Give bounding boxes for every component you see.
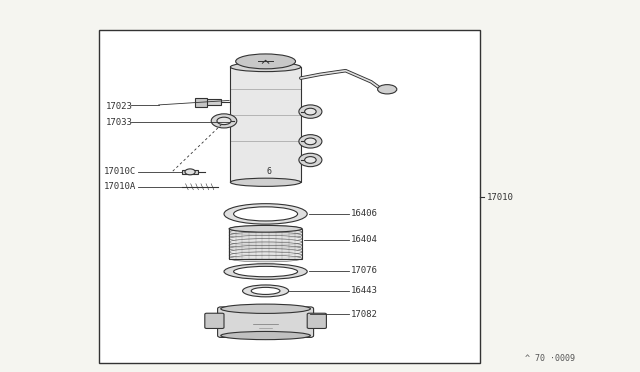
Ellipse shape [378, 85, 397, 94]
Ellipse shape [229, 235, 302, 242]
Text: 17010C: 17010C [104, 167, 136, 176]
Ellipse shape [229, 239, 302, 246]
Ellipse shape [229, 229, 302, 235]
Text: 17010A: 17010A [104, 182, 136, 191]
Text: 16404: 16404 [351, 235, 378, 244]
Circle shape [305, 157, 316, 163]
FancyBboxPatch shape [218, 307, 314, 337]
Circle shape [185, 169, 195, 175]
Ellipse shape [224, 264, 307, 279]
Bar [229, 229, 302, 259]
Circle shape [299, 135, 322, 148]
Ellipse shape [217, 117, 231, 125]
Ellipse shape [224, 204, 307, 224]
Ellipse shape [234, 207, 298, 221]
Bar [99, 30, 480, 363]
Circle shape [305, 108, 316, 115]
Ellipse shape [243, 285, 289, 297]
Bar [182, 170, 198, 174]
Circle shape [305, 138, 316, 145]
Ellipse shape [236, 54, 296, 69]
Ellipse shape [229, 245, 302, 252]
Ellipse shape [229, 242, 302, 248]
Ellipse shape [229, 232, 302, 239]
FancyBboxPatch shape [205, 313, 224, 328]
Ellipse shape [221, 331, 310, 340]
Ellipse shape [229, 255, 302, 262]
Text: 17076: 17076 [351, 266, 378, 275]
Ellipse shape [234, 266, 298, 277]
Ellipse shape [211, 114, 237, 128]
Text: 16443: 16443 [351, 286, 378, 295]
Text: 16406: 16406 [351, 209, 378, 218]
Text: 17010: 17010 [486, 193, 513, 202]
Bar [205, 99, 221, 105]
Text: ^ 70 ·0009: ^ 70 ·0009 [525, 355, 575, 363]
Text: 17033: 17033 [106, 118, 132, 127]
FancyBboxPatch shape [307, 313, 326, 328]
Circle shape [299, 105, 322, 118]
Bar [230, 67, 301, 182]
Text: 6: 6 [266, 167, 271, 176]
Ellipse shape [221, 304, 310, 313]
Text: 17023: 17023 [106, 102, 132, 110]
Ellipse shape [229, 252, 302, 259]
Ellipse shape [229, 225, 302, 232]
Ellipse shape [229, 225, 302, 232]
Bar [195, 98, 207, 107]
Circle shape [299, 153, 322, 167]
Text: 17082: 17082 [351, 310, 378, 319]
Ellipse shape [230, 62, 301, 71]
Ellipse shape [229, 248, 302, 255]
Ellipse shape [251, 287, 280, 295]
Ellipse shape [230, 178, 301, 186]
